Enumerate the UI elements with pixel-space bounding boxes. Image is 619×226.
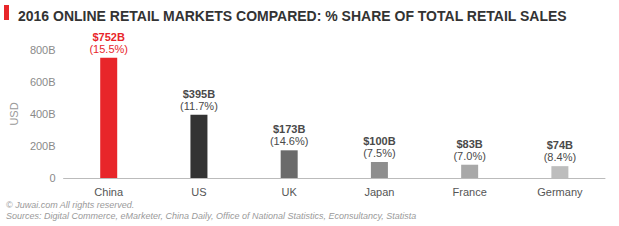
svg-text:(8.4%): (8.4%) — [544, 151, 576, 163]
svg-text:$74B: $74B — [547, 139, 573, 151]
svg-text:2016 ONLINE RETAIL MARKETS COM: 2016 ONLINE RETAIL MARKETS COMPARED: % S… — [18, 8, 567, 24]
svg-text:(7.5%): (7.5%) — [363, 147, 395, 159]
svg-text:600B: 600B — [30, 76, 56, 88]
svg-text:(11.7%): (11.7%) — [180, 100, 218, 112]
svg-text:USD: USD — [8, 102, 20, 125]
svg-text:Japan: Japan — [364, 186, 394, 198]
svg-text:$83B: $83B — [456, 138, 482, 150]
svg-text:$395B: $395B — [183, 88, 215, 100]
svg-text:0: 0 — [49, 172, 55, 184]
svg-text:200B: 200B — [30, 140, 56, 152]
svg-text:China: China — [94, 186, 124, 198]
svg-text:US: US — [191, 186, 206, 198]
svg-text:$100B: $100B — [363, 135, 395, 147]
svg-text:Sources: Digital Commerce, eMa: Sources: Digital Commerce, eMarketer, Ch… — [6, 211, 416, 221]
svg-text:800B: 800B — [30, 44, 56, 56]
svg-text:Germany: Germany — [537, 186, 583, 198]
svg-text:400B: 400B — [30, 108, 56, 120]
svg-text:$752B: $752B — [92, 31, 124, 43]
svg-text:(7.0%): (7.0%) — [453, 150, 485, 162]
svg-text:France: France — [453, 186, 487, 198]
svg-text:$173B: $173B — [273, 123, 305, 135]
svg-text:(15.5%): (15.5%) — [89, 43, 128, 55]
svg-text:(14.6%): (14.6%) — [270, 135, 309, 147]
svg-text:© Juwai.com All rights reserve: © Juwai.com All rights reserved. — [6, 200, 134, 210]
svg-text:UK: UK — [282, 186, 298, 198]
